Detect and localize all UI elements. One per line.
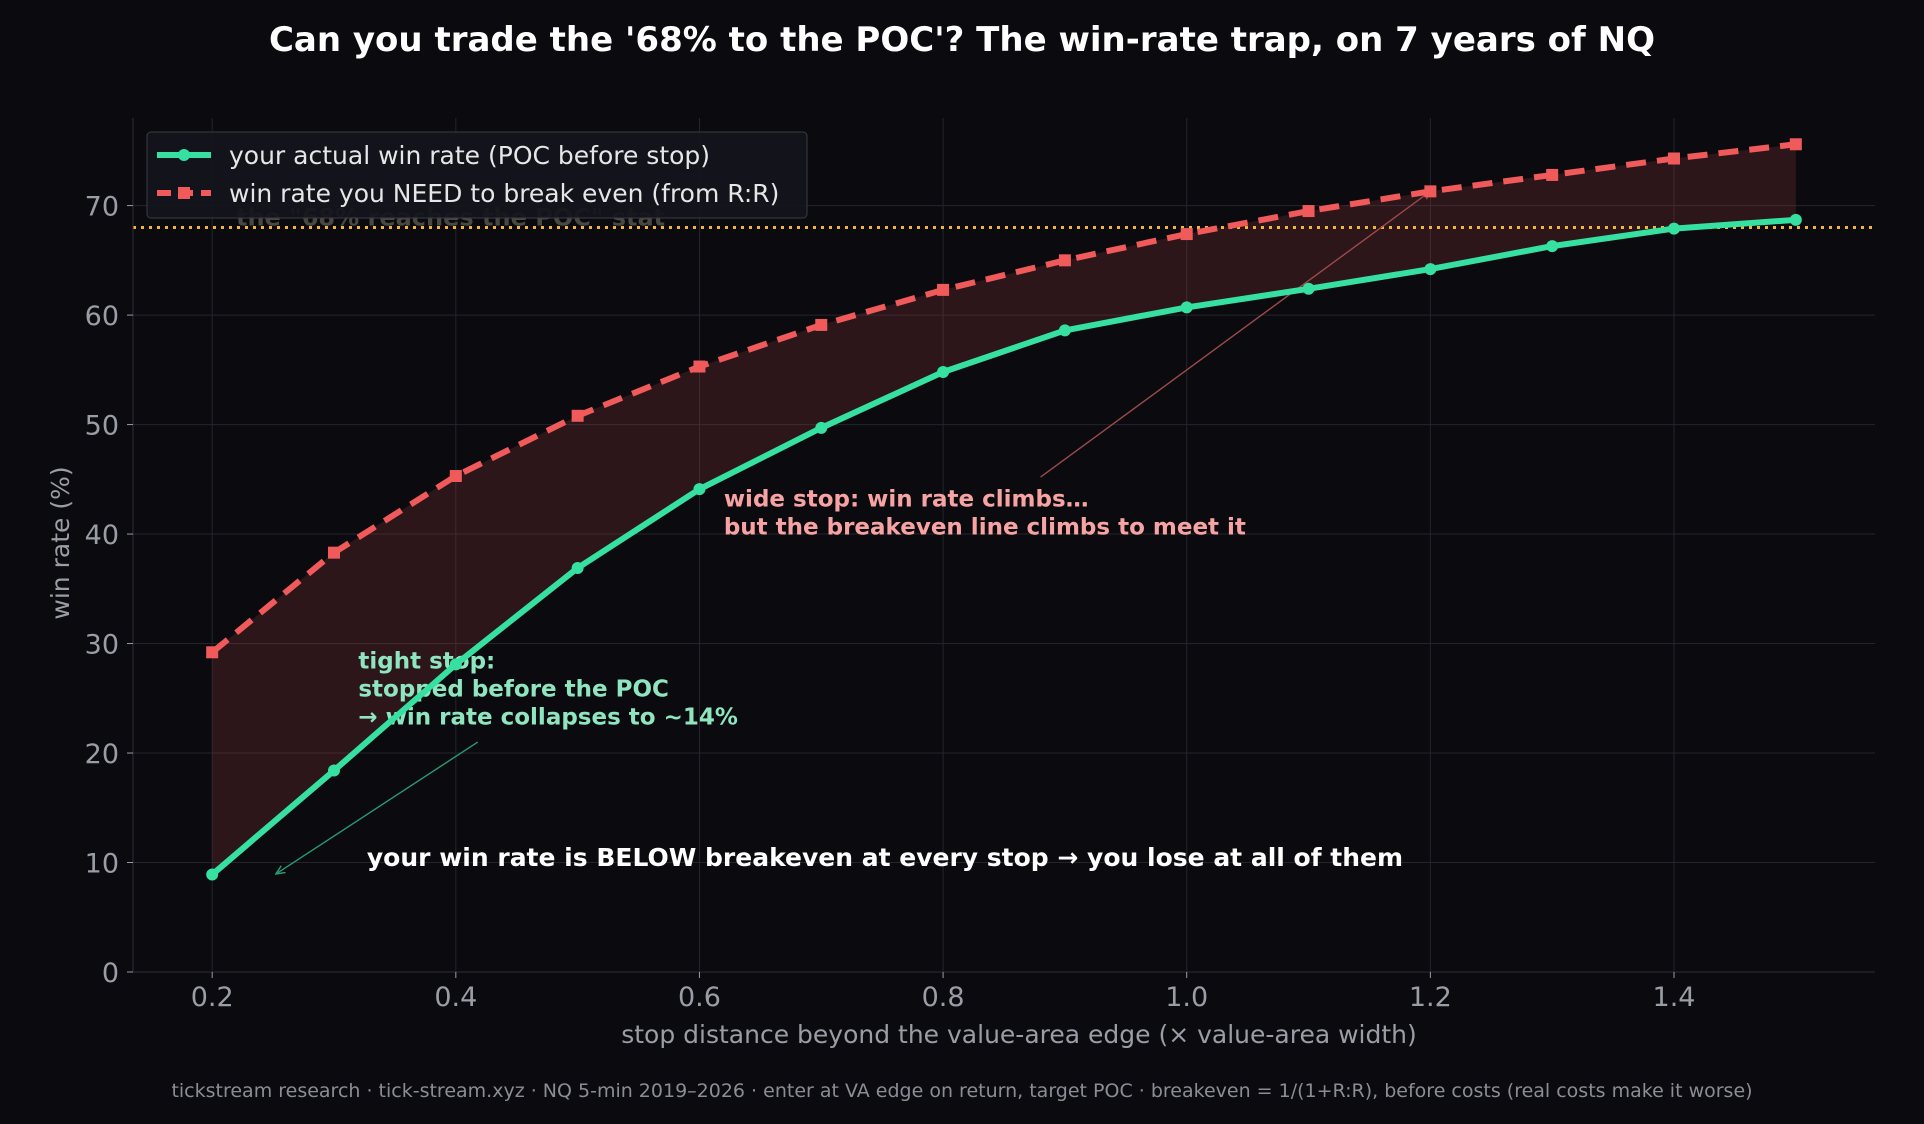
actual-win-rate-point bbox=[328, 764, 340, 777]
y-tick-label: 60 bbox=[85, 301, 119, 332]
breakeven-win-rate-line bbox=[210, 141, 1797, 655]
annotation-text-verdict: your win rate is BELOW breakeven at ever… bbox=[367, 843, 1403, 872]
annotation-text-tight: stopped before the POC bbox=[358, 677, 669, 703]
x-tick-label: 0.6 bbox=[678, 982, 721, 1013]
y-tick-label: 40 bbox=[85, 520, 119, 551]
x-axis-label: stop distance beyond the value-area edge… bbox=[621, 1020, 1417, 1049]
annotation-arrow-wide bbox=[1040, 191, 1431, 478]
footer-caption: tickstream research · tick-stream.xyz · … bbox=[171, 1080, 1753, 1102]
y-tick-label: 10 bbox=[85, 849, 119, 880]
actual-win-rate-point bbox=[937, 366, 950, 379]
x-tick-label: 1.0 bbox=[1165, 982, 1208, 1013]
x-tick-label: 0.2 bbox=[191, 982, 234, 1013]
actual-win-rate-point bbox=[206, 868, 219, 881]
x-tick-label: 1.4 bbox=[1653, 982, 1696, 1013]
legend-entry-label: your actual win rate (POC before stop) bbox=[229, 141, 710, 170]
actual-win-rate-point bbox=[693, 483, 706, 496]
breakeven-win-rate-point bbox=[1789, 138, 1802, 151]
actual-win-rate-point bbox=[1668, 222, 1680, 235]
legend-swatch-marker bbox=[178, 149, 190, 161]
breakeven-win-rate-point bbox=[1180, 228, 1193, 241]
actual-win-rate-point bbox=[1058, 324, 1071, 337]
actual-win-rate-point bbox=[1302, 282, 1315, 295]
breakeven-win-rate-point bbox=[1058, 254, 1071, 267]
actual-win-rate-point bbox=[1546, 240, 1559, 253]
chart-title: Can you trade the '68% to the POC'? The … bbox=[268, 20, 1656, 60]
breakeven-win-rate-point bbox=[449, 470, 462, 483]
breakeven-win-rate-point bbox=[1546, 168, 1559, 181]
actual-win-rate-line bbox=[210, 216, 1797, 877]
y-tick-label: 20 bbox=[85, 739, 119, 770]
breakeven-win-rate-point bbox=[693, 360, 706, 373]
axes-layer: 0.2 0.4 0.6 0.8 1.0 1.2 1.4 0 10 20 30 40 50 60 70 stop… bbox=[46, 118, 1875, 1049]
breakeven-win-rate-point bbox=[937, 283, 950, 296]
y-tick-label: 70 bbox=[85, 192, 119, 223]
y-tick-label: 50 bbox=[85, 411, 119, 442]
annotation-arrow-tight bbox=[277, 741, 479, 873]
series-layer bbox=[206, 138, 1802, 881]
y-tick-label: 30 bbox=[85, 630, 119, 661]
annotation-text-wide: wide stop: win rate climbs… bbox=[724, 487, 1089, 513]
actual-win-rate-point bbox=[1789, 213, 1802, 226]
x-tick-label: 0.8 bbox=[922, 982, 965, 1013]
actual-win-rate-point bbox=[571, 561, 584, 574]
actual-win-rate-point bbox=[1180, 301, 1193, 314]
legend-entry-label: win rate you NEED to break even (from R:… bbox=[229, 179, 779, 208]
y-tick-label: 0 bbox=[102, 958, 119, 989]
actual-win-rate-point bbox=[815, 421, 828, 434]
breakeven-win-rate-point bbox=[1668, 152, 1680, 165]
gap-fill-layer bbox=[212, 144, 1796, 875]
breakeven-win-rate-point bbox=[815, 318, 828, 331]
legend-swatch-marker bbox=[178, 187, 190, 199]
breakeven-win-rate-point bbox=[328, 546, 340, 559]
breakeven-win-rate-point bbox=[1302, 205, 1315, 218]
actual-win-rate-point bbox=[1424, 263, 1437, 276]
annotation-text-wide: but the breakeven line climbs to meet it bbox=[724, 515, 1246, 541]
legend-box bbox=[146, 131, 808, 219]
annotation-layer: tight stop:stopped before the POC→ win r… bbox=[277, 191, 1431, 873]
annotation-text-tight: → win rate collapses to ~14% bbox=[358, 705, 738, 731]
breakeven-gap-fill bbox=[212, 144, 1796, 875]
actual-win-rate-point bbox=[449, 658, 462, 671]
y-axis-label: win rate (%) bbox=[46, 466, 75, 619]
breakeven-win-rate-point bbox=[206, 646, 219, 659]
breakeven-win-rate-point bbox=[571, 409, 584, 422]
legend-layer: your actual win rate (POC before stop) wi… bbox=[146, 131, 808, 219]
breakeven-win-rate-point bbox=[1424, 185, 1437, 198]
x-tick-label: 0.4 bbox=[434, 982, 477, 1013]
x-tick-label: 1.2 bbox=[1409, 982, 1452, 1013]
